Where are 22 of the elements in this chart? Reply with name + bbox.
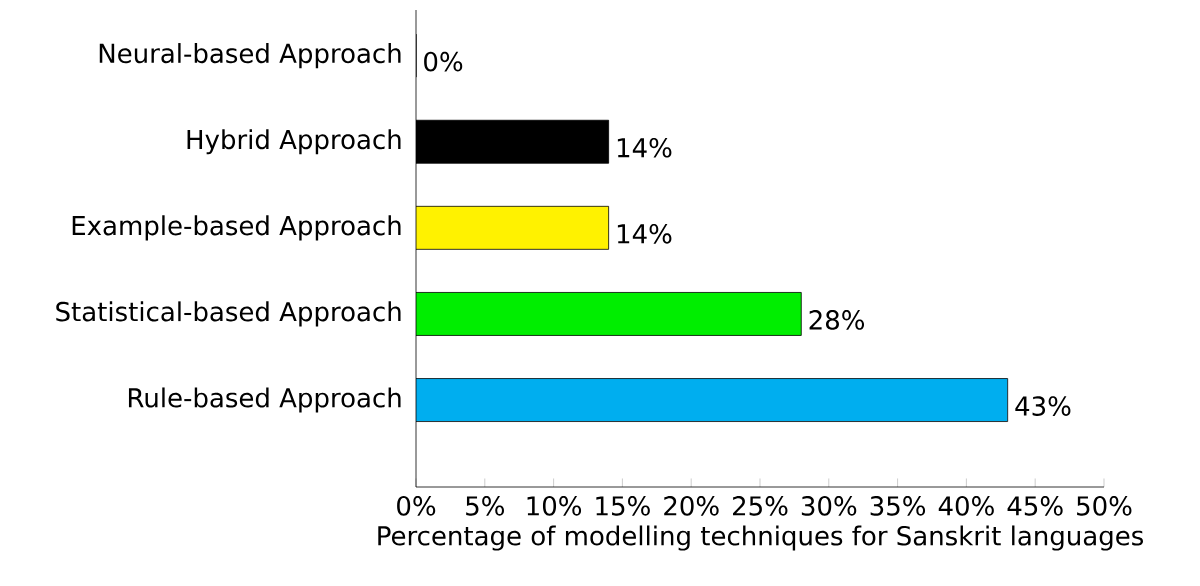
x-tick-label: 15% <box>596 496 650 516</box>
data-label: 0% <box>424 51 463 72</box>
y-tick-label: Statistical-based Approach <box>56 301 401 327</box>
data-label: 28% <box>809 310 865 330</box>
x-tick-label: 0% <box>397 496 436 516</box>
x-tick-label: 50% <box>1077 496 1132 516</box>
data-label: 14% <box>617 137 672 158</box>
x-tick-label: 30% <box>801 496 857 516</box>
x-tick-label: 10% <box>527 496 582 516</box>
x-tick-label: 25% <box>733 496 788 516</box>
data-label: 43% <box>1015 396 1071 416</box>
data-label: 14% <box>617 224 672 244</box>
x-tick-label: 40% <box>938 496 994 516</box>
x-tick-label: 45% <box>1007 496 1063 516</box>
x-axis-title: Percentage of modelling techniques for Sanskrit languages <box>378 525 1143 551</box>
y-tick-label: Example-based Approach <box>72 215 401 241</box>
y-tick-label: Neural-based Approach <box>99 43 401 69</box>
y-tick-label: Rule-based Approach <box>128 387 401 413</box>
y-tick-label: Hybrid Approach <box>187 129 401 155</box>
x-tick-label: 5% <box>466 496 504 516</box>
x-tick-label: 35% <box>870 496 926 516</box>
x-tick-label: 20% <box>664 496 719 516</box>
